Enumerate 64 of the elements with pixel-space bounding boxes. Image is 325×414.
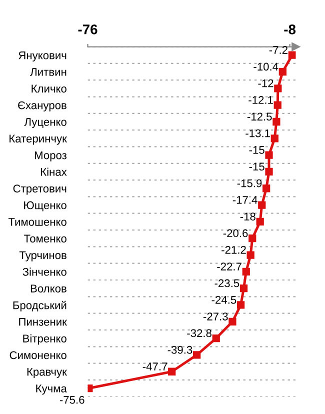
y-tick-label: Кінах	[41, 168, 67, 176]
data-label: -7.2	[269, 46, 288, 54]
y-tick-label: Литвин	[30, 68, 66, 76]
point	[272, 118, 280, 126]
data-label: -22.7	[217, 262, 242, 270]
y-tick-label: Стретович	[13, 184, 66, 195]
y-tick-label: Катеринчук	[10, 134, 67, 145]
data-label: -15	[249, 146, 264, 154]
y-tick-label: Кучма	[36, 384, 67, 395]
point	[265, 151, 273, 159]
data-label: -47.7	[142, 362, 168, 370]
data-label: -13.1	[246, 129, 270, 138]
y-tick-label: Зінченко	[22, 268, 66, 276]
data-label: -12	[258, 79, 274, 88]
point	[212, 334, 220, 342]
point	[236, 301, 245, 309]
y-tick-label: Ющенко	[24, 201, 66, 212]
point	[265, 168, 273, 176]
point	[258, 201, 266, 209]
y-tick-label: Янукович	[18, 51, 66, 62]
y-tick-label: Симоненко	[10, 351, 66, 360]
data-label: -17.4	[232, 196, 258, 204]
y-tick-label: Томенко	[24, 234, 66, 242]
data-label: -21.2	[222, 246, 246, 254]
y-tick-label: Волков	[30, 284, 66, 292]
data-label: -12.1	[248, 96, 273, 104]
point	[248, 234, 256, 242]
y-tick-label: Кличко	[32, 84, 66, 93]
y-tick-label: Турчинов	[19, 251, 66, 262]
y-tick-label: Мороз	[34, 151, 66, 162]
point	[274, 101, 282, 109]
y-tick-label: Пинзеник	[19, 318, 67, 326]
data-label: -24.5	[212, 296, 236, 304]
data-label: -12.5	[247, 112, 272, 121]
y-tick-label: Луценко	[24, 118, 66, 128]
y-tick-label: Тимошенко	[8, 218, 66, 226]
data-label: -20.6	[223, 229, 248, 238]
point	[288, 51, 296, 59]
y-tick-label: Бродський	[13, 300, 66, 312]
point	[240, 284, 248, 292]
data-label: -39.3	[168, 346, 192, 354]
point	[228, 318, 236, 326]
x-tick-label: -76	[78, 24, 98, 34]
point	[192, 351, 201, 359]
y-tick-label: Вітренко	[23, 334, 66, 345]
point	[278, 68, 286, 76]
point	[256, 218, 264, 226]
data-label: -15.9	[237, 179, 262, 188]
point	[262, 184, 270, 192]
data-label: -15	[249, 162, 264, 171]
data-label: -18	[240, 212, 256, 221]
point	[274, 84, 282, 92]
y-tick-label: Кравчук	[27, 368, 67, 378]
y-tick-label: Єхануров	[18, 101, 66, 112]
data-label: -27.3	[203, 312, 228, 320]
point	[168, 368, 176, 376]
data-label: -10.4	[254, 62, 278, 71]
data-label: -32.8	[187, 329, 212, 338]
point	[270, 134, 278, 142]
point	[242, 268, 250, 276]
data-label: -75.6	[60, 396, 84, 404]
point	[246, 251, 254, 259]
x-tick-label: -8	[284, 24, 296, 34]
data-label: -23.5	[214, 279, 240, 288]
